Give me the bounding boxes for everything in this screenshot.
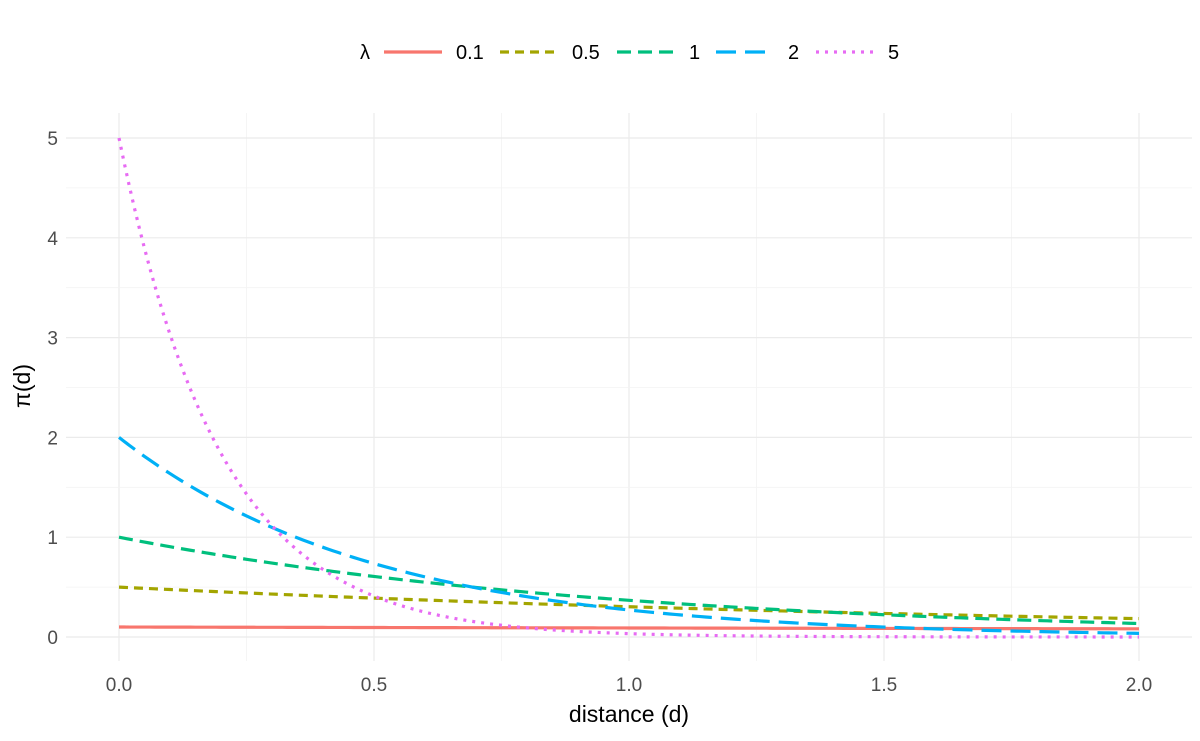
legend-title: λ (360, 42, 370, 64)
series-lines (117, 137, 1140, 639)
y-axis-ticks: 0 1 2 3 4 5 (47, 129, 58, 649)
y-tick-label: 5 (47, 129, 58, 150)
legend-label: 0.5 (572, 42, 600, 64)
y-tick-label: 3 (47, 329, 58, 350)
series-line-5 (117, 137, 1139, 639)
legend: λ 0.1 0.5 1 2 5 (360, 42, 899, 64)
legend-label: 1 (689, 42, 700, 64)
y-tick-label: 1 (47, 528, 58, 549)
series-line-2 (118, 436, 1140, 635)
series-line-0-1 (118, 625, 1140, 631)
legend-label: 5 (888, 42, 899, 64)
y-axis-title: π(d) (9, 364, 35, 408)
x-tick-label: 0.5 (361, 675, 387, 696)
x-tick-label: 0.0 (106, 675, 132, 696)
legend-label: 0.1 (456, 42, 484, 64)
grid (66, 113, 1192, 661)
series-line-1 (118, 535, 1140, 626)
y-tick-label: 0 (47, 628, 58, 649)
y-tick-label: 4 (47, 229, 58, 250)
x-axis-ticks: 0.0 0.5 1.0 1.5 2.0 (106, 675, 1152, 696)
series-line-0-5 (118, 585, 1140, 621)
y-tick-label: 2 (47, 428, 58, 449)
x-tick-label: 1.5 (871, 675, 897, 696)
x-tick-label: 1.0 (616, 675, 642, 696)
legend-label: 2 (788, 42, 799, 64)
x-axis-title: distance (d) (569, 701, 689, 727)
x-tick-label: 2.0 (1126, 675, 1152, 696)
